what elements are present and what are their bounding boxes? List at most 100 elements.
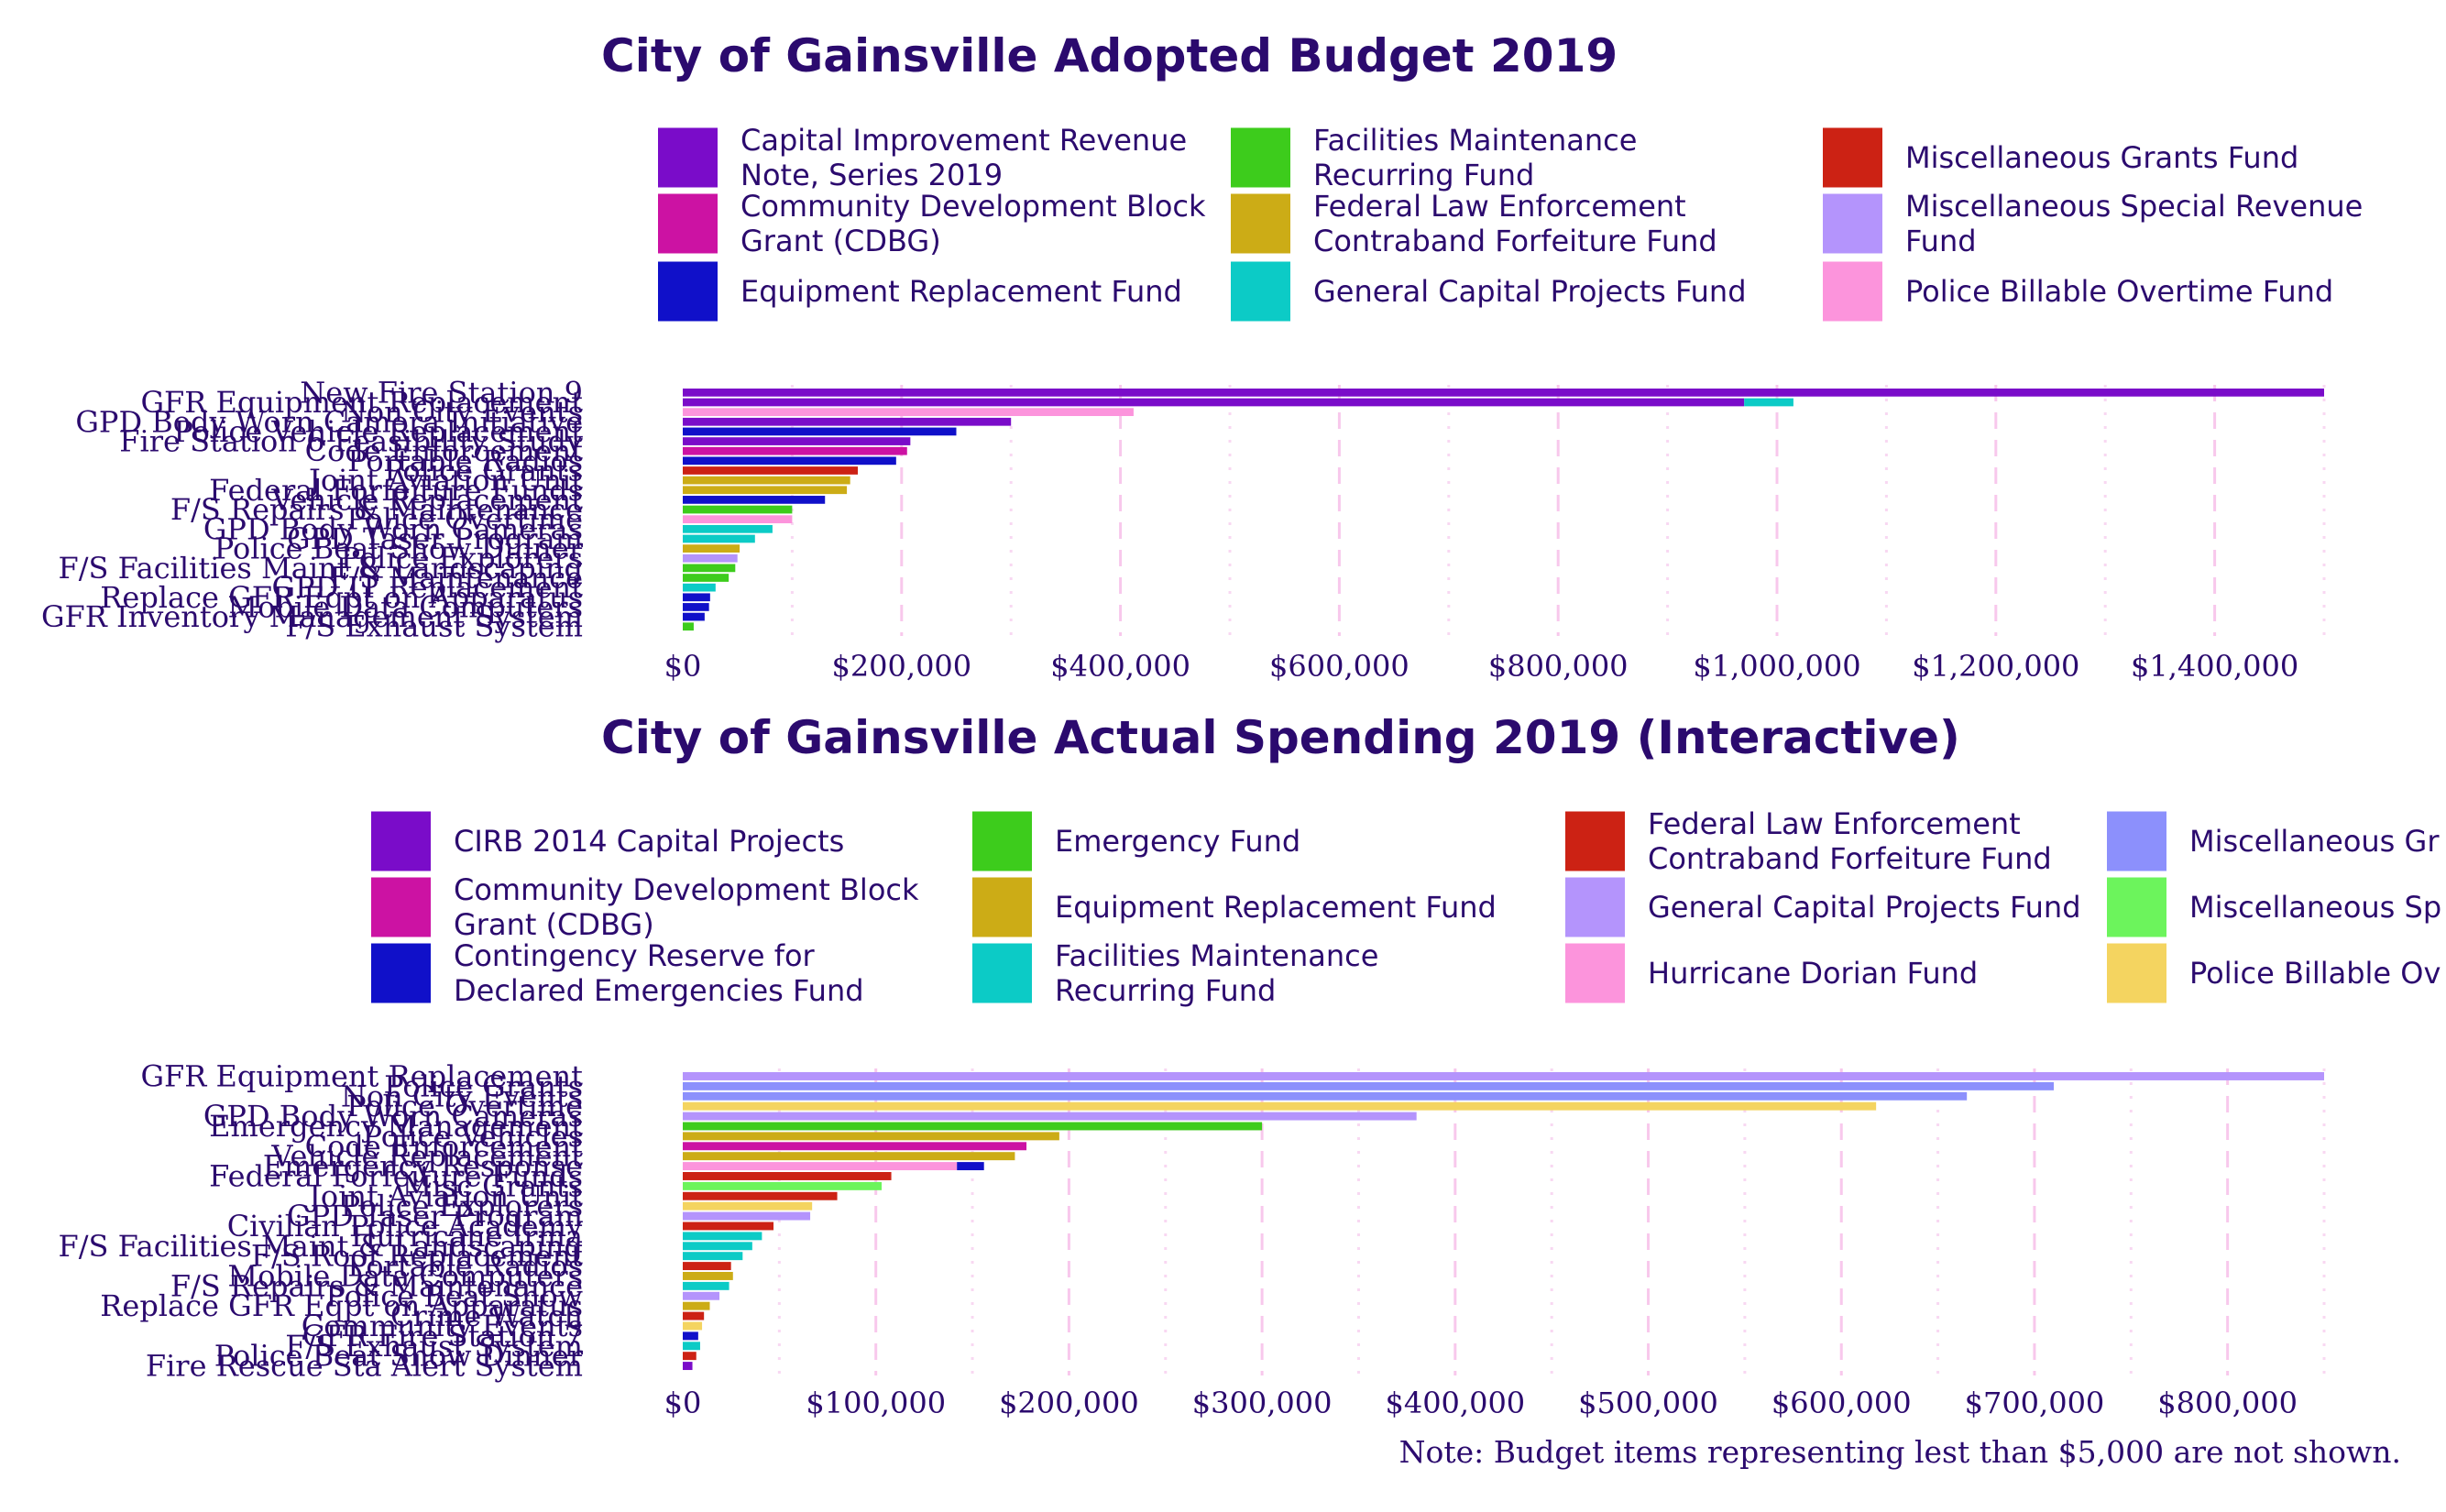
legend-label: Police Billable Overtime Fund [1905, 274, 2333, 309]
category-label: GFR Inventory Management System [41, 599, 583, 634]
category-label: GPD Body Worn Cameras [203, 1099, 583, 1134]
bar-gfr-equipment-replacement[interactable] [683, 1072, 2324, 1080]
category-label: F/S Exhaust System [285, 609, 583, 644]
bar-f-s-maintenance[interactable] [683, 574, 729, 582]
legend-label: Capital Improvement Revenue Note, Series … [740, 123, 1187, 192]
bar-gfr-equipment-replacement[interactable] [1744, 398, 1793, 407]
category-label: Police Vehicle Replacement [173, 414, 583, 449]
bar-mobile-data-computers[interactable] [683, 1272, 733, 1280]
bar-replace-gfr-eqpt-on-apparatus[interactable] [683, 593, 710, 602]
bar-gfr-fire-station-7[interactable] [683, 1331, 698, 1341]
legend-item-community-development-block-grant-cdbg[interactable]: Community Development Block Grant (CDBG) [371, 872, 919, 942]
bar-gfr-equipment-replacement[interactable] [683, 398, 1745, 407]
bar-police-explorers[interactable] [683, 553, 738, 563]
bar-non-city-events[interactable] [683, 408, 1134, 417]
legend-item-contingency-reserve-for-declared-emergencies-fund[interactable]: Contingency Reserve for Declared Emergenc… [371, 938, 864, 1008]
legend-item-general-capital-projects-fund[interactable]: General Capital Projects Fund [1565, 877, 2081, 937]
bar-misc-grants[interactable] [683, 1181, 883, 1190]
bar-code-enforcement[interactable] [683, 1142, 1027, 1151]
legend-item-miscellaneous-grants-fund[interactable]: Miscellaneous Grants Fund [1823, 127, 2298, 188]
bar-emergency-response[interactable] [957, 1162, 984, 1171]
legend-swatch [371, 943, 431, 1003]
bar-police-vehicles[interactable] [683, 1132, 1059, 1141]
legend-item-community-development-block-grant-cdbg[interactable]: Community Development Block Grant (CDBG) [658, 189, 1206, 258]
bars-adopted-budget[interactable] [683, 389, 2324, 631]
legend-item-federal-law-enforcement-contraband-forfeiture-fund[interactable]: Federal Law Enforcement Contraband Forfei… [1231, 189, 1717, 258]
legend-item-general-capital-projects-fund[interactable]: General Capital Projects Fund [1231, 261, 1747, 322]
bar-f-s-facilities-maint-landscaping[interactable] [683, 1242, 752, 1251]
legend-item-facilities-maintenance-recurring-fund[interactable]: Facilities Maintenance Recurring Fund [972, 938, 1378, 1008]
legend-item-police-billable-overtime-fund[interactable]: Police Billable Overtime Fund [1823, 261, 2333, 322]
bar-vehicle-replacement[interactable] [683, 1152, 1015, 1161]
x-axis-ticks-actual-spending: $0 $100,000 $200,000 $300,000 $400,000 $500,0… [664, 1386, 2298, 1420]
legend-item-miscellaneous-sp-fund[interactable]: Miscellaneous Sp Fund [2107, 877, 2446, 937]
legend-item-cirb-2014-capital-projects[interactable]: CIRB 2014 Capital Projects [371, 811, 844, 871]
bar-joint-aviation-unit[interactable] [683, 1191, 838, 1200]
legend-item-hurricane-dorian-fund[interactable]: Hurricane Dorian Fund [1565, 943, 1978, 1003]
bar-police-beat-show-dinner[interactable] [683, 1352, 697, 1361]
bar-gpd-taser-program[interactable] [683, 534, 755, 543]
bar-federal-forfeiture-funds[interactable] [683, 1172, 892, 1180]
bar-crime-watch[interactable] [683, 1311, 705, 1320]
bar-f-s-roof-replacement[interactable] [683, 1252, 743, 1261]
bar-f-s-repairs-maintenance[interactable] [683, 1281, 729, 1290]
bar-joint-aviation-unit[interactable] [683, 476, 850, 485]
legend-actual-spending: CIRB 2014 Capital Projects Community Deve… [371, 806, 2446, 1008]
bar-civilian-police-academy[interactable] [683, 1222, 774, 1231]
bar-vehicle-replacement[interactable] [683, 496, 826, 504]
bar-police-grants[interactable] [683, 1081, 2055, 1090]
bar-new-fire-station-9[interactable] [683, 389, 2324, 397]
x-tick-label: $400,000 [1385, 1386, 1525, 1420]
legend-swatch [1823, 193, 1882, 254]
bar-f-s-exhaust-system[interactable] [683, 1342, 700, 1351]
bar-police-overtime[interactable] [683, 1101, 1877, 1111]
legend-item-capital-improvement-revenue-note-series-2019[interactable]: Capital Improvement Revenue Note, Series … [658, 123, 1187, 192]
bar-f-s-repairs-maintenance[interactable] [683, 505, 793, 514]
legend-item-facilities-maintenance-recurring-fund[interactable]: Facilities Maintenance Recurring Fund [1231, 123, 1637, 192]
category-label: GPD Body Worn Cameras [203, 511, 583, 546]
bar-replace-gfr-eqpt-on-apparatus[interactable] [683, 1301, 710, 1310]
bar-police-grants[interactable] [683, 466, 859, 475]
bar-gpd-taser-program[interactable] [683, 1211, 811, 1221]
bar-police-explorers[interactable] [683, 1201, 813, 1211]
bar-gpd-it-replacement[interactable] [683, 583, 716, 592]
bar-gfr-inventory-management-system[interactable] [683, 612, 705, 621]
legend-item-equipment-replacement-fund[interactable]: Equipment Replacement Fund [658, 261, 1182, 322]
bar-non-city-events[interactable] [683, 1091, 1968, 1101]
category-label: Portable Radios [347, 1249, 583, 1284]
bar-gpd-body-worn-camera-initiative[interactable] [683, 417, 1012, 426]
bar-emergency-management[interactable] [683, 1122, 1263, 1131]
bar-police-vehicle-replacement[interactable] [683, 427, 957, 436]
bar-code-enforcement[interactable] [683, 446, 907, 455]
bars-actual-spending[interactable] [683, 1072, 2324, 1371]
bar-mobile-data-computers[interactable] [683, 603, 709, 611]
legend-item-federal-law-enforcement-contraband-forfeiture-fund[interactable]: Federal Law Enforcement Contraband Forfei… [1565, 806, 2052, 876]
category-label: GFR Fire Station 7 [302, 1319, 583, 1353]
legend-item-equipment-replacement-fund[interactable]: Equipment Replacement Fund [972, 877, 1497, 937]
bar-police-beat-show-dinner[interactable] [683, 544, 740, 553]
category-label: F/S Roof Replacement [251, 1239, 583, 1274]
bar-gpd-body-worn-cameras[interactable] [683, 524, 773, 533]
bar-police-overtime[interactable] [683, 515, 793, 524]
bar-federal-forfeiture-funds[interactable] [683, 486, 848, 495]
bar-gpd-body-worn-cameras[interactable] [683, 1112, 1417, 1121]
legend-item-emergency-fund[interactable]: Emergency Fund [972, 811, 1300, 871]
bar-emergency-response[interactable] [683, 1162, 958, 1171]
bar-fire-station-6-feasibility-study[interactable] [683, 437, 911, 445]
category-label: Misc Grants [402, 1168, 583, 1203]
category-label: GPD IT Replacement [271, 570, 583, 605]
legend-item-miscellaneous-gr[interactable]: Miscellaneous Gr [2107, 811, 2440, 871]
bar-community-events[interactable] [683, 1321, 703, 1331]
legend-item-miscellaneous-special-revenue-fund[interactable]: Miscellaneous Special Revenue Fund [1823, 189, 2363, 258]
bar-fire-rescue-sta-alert-system[interactable] [683, 1362, 693, 1371]
bar-f-s-exhaust-system[interactable] [683, 622, 694, 631]
adopted-budget-chart: City of Gainsville Adopted Budget 2019 C… [41, 29, 2363, 684]
bar-f-s-facilities-maint-landscaping[interactable] [683, 564, 736, 573]
category-label: Joint Aviation Unit [306, 463, 583, 498]
legend-label: Equipment Replacement Fund [1055, 890, 1497, 925]
bar-portable-radios[interactable] [683, 1262, 731, 1271]
legend-item-police-billable-ov[interactable]: Police Billable Ov [2107, 943, 2441, 1003]
bar-police-beat-show[interactable] [683, 1291, 720, 1300]
bar-hurricane-irma[interactable] [683, 1232, 762, 1241]
bar-portable-radios[interactable] [683, 456, 896, 466]
